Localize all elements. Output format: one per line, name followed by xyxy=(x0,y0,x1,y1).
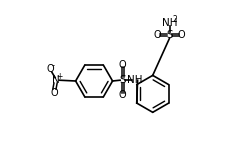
Text: O: O xyxy=(51,88,59,98)
Text: NH: NH xyxy=(127,75,143,85)
Text: S: S xyxy=(166,30,173,40)
Text: O: O xyxy=(154,30,161,40)
Text: O: O xyxy=(46,64,54,74)
Text: O: O xyxy=(178,30,185,40)
Text: O: O xyxy=(119,60,126,70)
Text: S: S xyxy=(119,75,126,85)
Text: N: N xyxy=(52,75,60,85)
Text: -: - xyxy=(52,61,55,70)
Text: O: O xyxy=(119,90,126,100)
Text: +: + xyxy=(56,72,62,81)
Text: NH: NH xyxy=(162,18,177,28)
Text: 2: 2 xyxy=(172,15,177,24)
